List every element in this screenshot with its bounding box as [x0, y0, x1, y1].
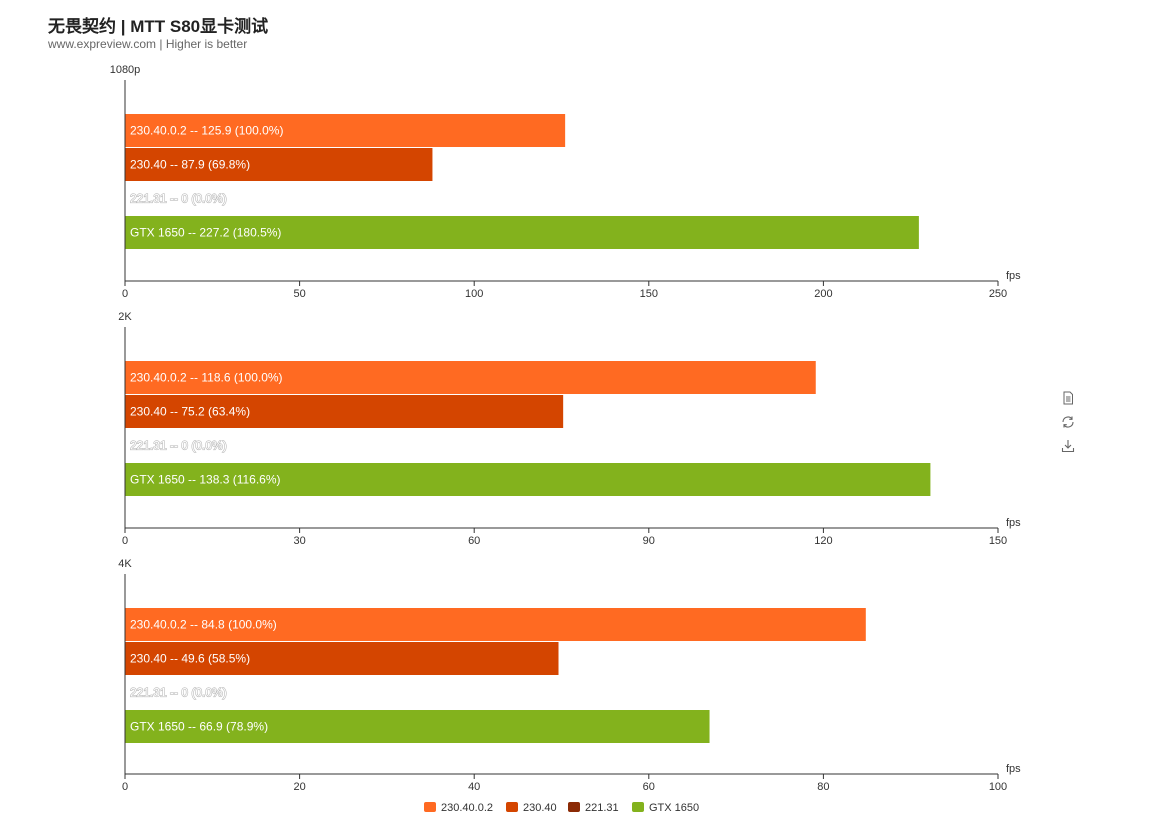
- legend-item-label: 230.40: [523, 802, 557, 814]
- toolbox: [1060, 390, 1076, 462]
- x-tick-label: 120: [814, 535, 832, 547]
- save-image-icon[interactable]: [1060, 438, 1076, 454]
- x-tick-label: 20: [293, 781, 305, 793]
- x-tick-label: 30: [293, 535, 305, 547]
- x-tick-label: 200: [814, 288, 832, 300]
- x-tick-label: 50: [293, 288, 305, 300]
- bar-data-label: 221.31 -- 0 (0.0%): [130, 192, 227, 206]
- x-tick-label: 80: [817, 781, 829, 793]
- chart-subtitle: www.expreview.com | Higher is better: [48, 37, 248, 51]
- x-tick-label: 60: [468, 535, 480, 547]
- bar-data-label: 221.31 -- 0 (0.0%): [130, 686, 227, 700]
- bar: [125, 114, 566, 147]
- x-tick-label: 100: [465, 288, 483, 300]
- bar-data-label: 230.40.0.2 -- 84.8 (100.0%): [130, 618, 277, 632]
- bar-data-label: GTX 1650 -- 138.3 (116.6%): [130, 473, 281, 487]
- bar: [125, 395, 564, 428]
- chart-title: 无畏契约 | MTT S80显卡测试: [48, 17, 269, 36]
- bar-data-label: 230.40 -- 87.9 (69.8%): [130, 158, 250, 172]
- x-tick-label: 150: [989, 535, 1007, 547]
- bar-data-label: GTX 1650 -- 227.2 (180.5%): [130, 226, 281, 240]
- x-tick-label: 0: [122, 288, 128, 300]
- bar-data-label: 230.40 -- 49.6 (58.5%): [130, 652, 250, 666]
- x-tick-label: 250: [989, 288, 1007, 300]
- legend-item-label: 221.31: [585, 802, 619, 814]
- legend-swatch: [424, 802, 436, 812]
- x-tick-label: 0: [122, 781, 128, 793]
- bar: [125, 642, 559, 675]
- x-tick-label: 0: [122, 535, 128, 547]
- x-axis-label: fps: [1006, 763, 1021, 775]
- data-view-icon[interactable]: [1060, 390, 1076, 406]
- bar-data-label: 221.31 -- 0 (0.0%): [130, 439, 227, 453]
- bar: [125, 463, 931, 496]
- bar: [125, 216, 919, 249]
- panel-label: 4K: [118, 558, 132, 570]
- panel-label: 1080p: [110, 64, 141, 76]
- x-tick-label: 60: [643, 781, 655, 793]
- legend-swatch: [568, 802, 580, 812]
- x-axis-label: fps: [1006, 517, 1021, 529]
- bar: [125, 608, 866, 641]
- bar-data-label: 230.40.0.2 -- 118.6 (100.0%): [130, 371, 283, 385]
- legend-swatch: [506, 802, 518, 812]
- bar-data-label: GTX 1650 -- 66.9 (78.9%): [130, 720, 268, 734]
- x-tick-label: 150: [640, 288, 658, 300]
- restore-icon[interactable]: [1060, 414, 1076, 430]
- bar: [125, 148, 433, 181]
- legend-item-label: GTX 1650: [649, 802, 699, 814]
- bar: [125, 361, 816, 394]
- legend-swatch: [632, 802, 644, 812]
- x-axis-label: fps: [1006, 270, 1021, 282]
- x-tick-label: 100: [989, 781, 1007, 793]
- x-tick-label: 40: [468, 781, 480, 793]
- x-tick-label: 90: [643, 535, 655, 547]
- bar: [125, 710, 710, 743]
- panel-label: 2K: [118, 311, 132, 323]
- legend-item-label: 230.40.0.2: [441, 802, 493, 814]
- bar-data-label: 230.40.0.2 -- 125.9 (100.0%): [130, 124, 283, 138]
- bar-data-label: 230.40 -- 75.2 (63.4%): [130, 405, 250, 419]
